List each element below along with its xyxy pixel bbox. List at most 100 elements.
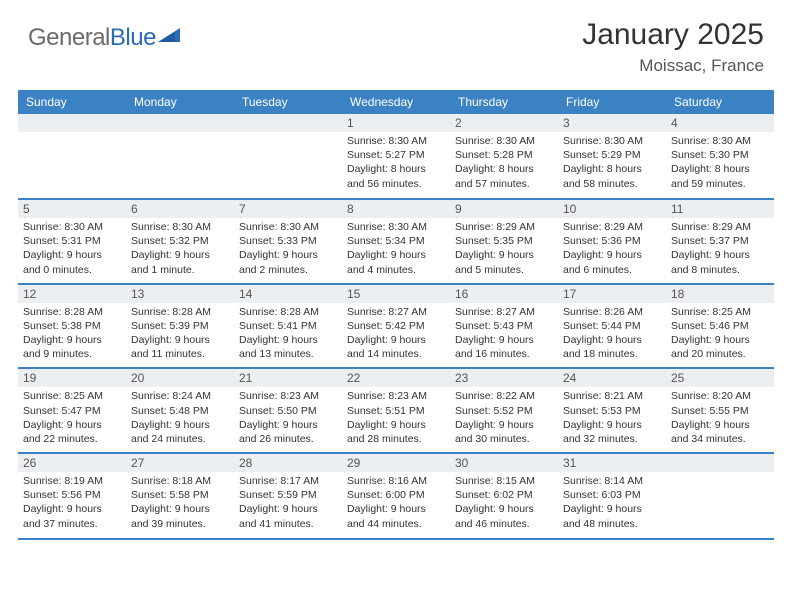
calendar-cell: 12Sunrise: 8:28 AMSunset: 5:38 PMDayligh… (18, 285, 126, 368)
calendar-week: 12Sunrise: 8:28 AMSunset: 5:38 PMDayligh… (18, 285, 774, 370)
calendar-cell: 8Sunrise: 8:30 AMSunset: 5:34 PMDaylight… (342, 200, 450, 283)
daylight-line: Daylight: 9 hours and 0 minutes. (23, 248, 121, 276)
sunrise-line: Sunrise: 8:27 AM (347, 305, 445, 319)
day-details: Sunrise: 8:30 AMSunset: 5:27 PMDaylight:… (342, 132, 450, 197)
day-number: 11 (666, 200, 774, 218)
calendar-cell: 7Sunrise: 8:30 AMSunset: 5:33 PMDaylight… (234, 200, 342, 283)
sunset-line: Sunset: 5:51 PM (347, 404, 445, 418)
calendar-cell: 28Sunrise: 8:17 AMSunset: 5:59 PMDayligh… (234, 454, 342, 538)
day-details: Sunrise: 8:28 AMSunset: 5:41 PMDaylight:… (234, 303, 342, 368)
daylight-line: Daylight: 9 hours and 26 minutes. (239, 418, 337, 446)
weekday-header: Saturday (666, 90, 774, 114)
sunrise-line: Sunrise: 8:28 AM (23, 305, 121, 319)
sunset-line: Sunset: 5:31 PM (23, 234, 121, 248)
day-number: 24 (558, 369, 666, 387)
calendar-empty-cell (126, 114, 234, 198)
day-details: Sunrise: 8:24 AMSunset: 5:48 PMDaylight:… (126, 387, 234, 452)
sunset-line: Sunset: 5:55 PM (671, 404, 769, 418)
daylight-line: Daylight: 9 hours and 46 minutes. (455, 502, 553, 530)
calendar-week: 26Sunrise: 8:19 AMSunset: 5:56 PMDayligh… (18, 454, 774, 540)
day-details: Sunrise: 8:29 AMSunset: 5:35 PMDaylight:… (450, 218, 558, 283)
day-number: 1 (342, 114, 450, 132)
sunrise-line: Sunrise: 8:29 AM (455, 220, 553, 234)
sunset-line: Sunset: 5:30 PM (671, 148, 769, 162)
day-number: 15 (342, 285, 450, 303)
title-block: January 2025 Moissac, France (582, 18, 764, 76)
sunset-line: Sunset: 5:39 PM (131, 319, 229, 333)
day-number-empty (126, 114, 234, 132)
sunset-line: Sunset: 5:32 PM (131, 234, 229, 248)
daylight-line: Daylight: 9 hours and 13 minutes. (239, 333, 337, 361)
sunset-line: Sunset: 5:38 PM (23, 319, 121, 333)
sunset-line: Sunset: 5:46 PM (671, 319, 769, 333)
sunset-line: Sunset: 5:37 PM (671, 234, 769, 248)
sunrise-line: Sunrise: 8:30 AM (347, 220, 445, 234)
calendar-cell: 20Sunrise: 8:24 AMSunset: 5:48 PMDayligh… (126, 369, 234, 452)
sunrise-line: Sunrise: 8:24 AM (131, 389, 229, 403)
calendar-cell: 14Sunrise: 8:28 AMSunset: 5:41 PMDayligh… (234, 285, 342, 368)
calendar-cell: 5Sunrise: 8:30 AMSunset: 5:31 PMDaylight… (18, 200, 126, 283)
sunrise-line: Sunrise: 8:23 AM (239, 389, 337, 403)
day-details: Sunrise: 8:30 AMSunset: 5:32 PMDaylight:… (126, 218, 234, 283)
sunrise-line: Sunrise: 8:25 AM (671, 305, 769, 319)
day-details: Sunrise: 8:19 AMSunset: 5:56 PMDaylight:… (18, 472, 126, 537)
daylight-line: Daylight: 9 hours and 4 minutes. (347, 248, 445, 276)
calendar-cell: 24Sunrise: 8:21 AMSunset: 5:53 PMDayligh… (558, 369, 666, 452)
calendar-cell: 9Sunrise: 8:29 AMSunset: 5:35 PMDaylight… (450, 200, 558, 283)
day-number: 14 (234, 285, 342, 303)
daylight-line: Daylight: 9 hours and 32 minutes. (563, 418, 661, 446)
sunrise-line: Sunrise: 8:30 AM (347, 134, 445, 148)
calendar-cell: 18Sunrise: 8:25 AMSunset: 5:46 PMDayligh… (666, 285, 774, 368)
sunset-line: Sunset: 5:36 PM (563, 234, 661, 248)
calendar-cell: 27Sunrise: 8:18 AMSunset: 5:58 PMDayligh… (126, 454, 234, 538)
day-number-empty (18, 114, 126, 132)
sunrise-line: Sunrise: 8:30 AM (131, 220, 229, 234)
weekday-header: Monday (126, 90, 234, 114)
daylight-line: Daylight: 9 hours and 20 minutes. (671, 333, 769, 361)
day-details: Sunrise: 8:14 AMSunset: 6:03 PMDaylight:… (558, 472, 666, 537)
day-number: 2 (450, 114, 558, 132)
location-label: Moissac, France (582, 56, 764, 76)
day-details: Sunrise: 8:30 AMSunset: 5:33 PMDaylight:… (234, 218, 342, 283)
day-number: 16 (450, 285, 558, 303)
day-details: Sunrise: 8:23 AMSunset: 5:50 PMDaylight:… (234, 387, 342, 452)
brand-part1: General (28, 24, 110, 51)
calendar-week: 19Sunrise: 8:25 AMSunset: 5:47 PMDayligh… (18, 369, 774, 454)
day-number: 4 (666, 114, 774, 132)
calendar-empty-cell (18, 114, 126, 198)
calendar-cell: 26Sunrise: 8:19 AMSunset: 5:56 PMDayligh… (18, 454, 126, 538)
calendar-cell: 17Sunrise: 8:26 AMSunset: 5:44 PMDayligh… (558, 285, 666, 368)
day-number: 19 (18, 369, 126, 387)
day-number: 10 (558, 200, 666, 218)
brand-part2: Blue (110, 24, 156, 51)
sunset-line: Sunset: 6:03 PM (563, 488, 661, 502)
sunrise-line: Sunrise: 8:30 AM (239, 220, 337, 234)
weekday-header: Wednesday (342, 90, 450, 114)
calendar-cell: 1Sunrise: 8:30 AMSunset: 5:27 PMDaylight… (342, 114, 450, 198)
day-number: 5 (18, 200, 126, 218)
calendar-cell: 21Sunrise: 8:23 AMSunset: 5:50 PMDayligh… (234, 369, 342, 452)
calendar-empty-cell (666, 454, 774, 538)
day-number: 9 (450, 200, 558, 218)
daylight-line: Daylight: 9 hours and 37 minutes. (23, 502, 121, 530)
calendar-empty-cell (234, 114, 342, 198)
day-details: Sunrise: 8:25 AMSunset: 5:47 PMDaylight:… (18, 387, 126, 452)
day-details: Sunrise: 8:16 AMSunset: 6:00 PMDaylight:… (342, 472, 450, 537)
calendar-cell: 25Sunrise: 8:20 AMSunset: 5:55 PMDayligh… (666, 369, 774, 452)
day-number: 17 (558, 285, 666, 303)
calendar-cell: 11Sunrise: 8:29 AMSunset: 5:37 PMDayligh… (666, 200, 774, 283)
sunrise-line: Sunrise: 8:29 AM (671, 220, 769, 234)
calendar-cell: 6Sunrise: 8:30 AMSunset: 5:32 PMDaylight… (126, 200, 234, 283)
calendar-cell: 10Sunrise: 8:29 AMSunset: 5:36 PMDayligh… (558, 200, 666, 283)
sunrise-line: Sunrise: 8:23 AM (347, 389, 445, 403)
daylight-line: Daylight: 8 hours and 56 minutes. (347, 162, 445, 190)
day-number: 13 (126, 285, 234, 303)
sunrise-line: Sunrise: 8:30 AM (671, 134, 769, 148)
daylight-line: Daylight: 9 hours and 14 minutes. (347, 333, 445, 361)
day-details: Sunrise: 8:30 AMSunset: 5:28 PMDaylight:… (450, 132, 558, 197)
day-number: 6 (126, 200, 234, 218)
day-number: 20 (126, 369, 234, 387)
calendar-week: 5Sunrise: 8:30 AMSunset: 5:31 PMDaylight… (18, 200, 774, 285)
sunrise-line: Sunrise: 8:27 AM (455, 305, 553, 319)
weekday-header: Tuesday (234, 90, 342, 114)
